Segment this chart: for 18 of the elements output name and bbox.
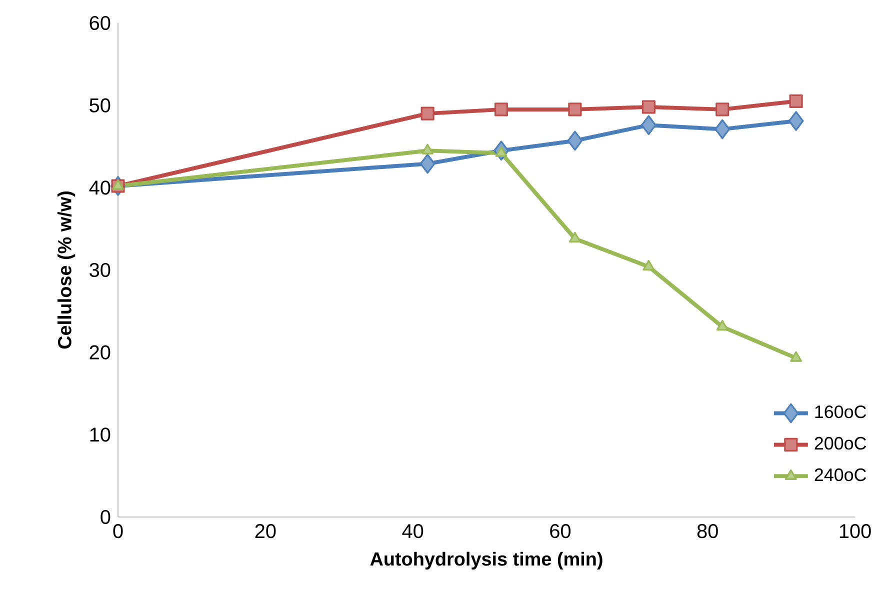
y-axis-title: Cellulose (% w/w)	[57, 192, 76, 349]
y-tick-label: 0	[100, 510, 110, 524]
x-tick-label: 60	[550, 524, 571, 538]
legend-label: 160oC	[815, 405, 866, 418]
x-tick-label: 40	[402, 524, 424, 538]
y-tick-label: 60	[90, 16, 110, 30]
y-tick-label: 40	[89, 180, 110, 195]
x-tick-label: 0	[113, 524, 123, 538]
legend-label: 200oC	[814, 436, 866, 450]
y-tick-label: 30	[90, 262, 110, 278]
x-tick-label: 80	[697, 524, 718, 538]
y-tick-label: 20	[90, 345, 110, 360]
x-tick-label: 100	[840, 524, 871, 538]
x-axis-title: Autohydrolysis time (min)	[370, 552, 602, 570]
y-tick-label: 50	[90, 98, 110, 112]
x-tick-label: 20	[255, 524, 276, 538]
legend-label: 240oC	[814, 468, 866, 482]
y-tick-label: 10	[90, 428, 110, 442]
